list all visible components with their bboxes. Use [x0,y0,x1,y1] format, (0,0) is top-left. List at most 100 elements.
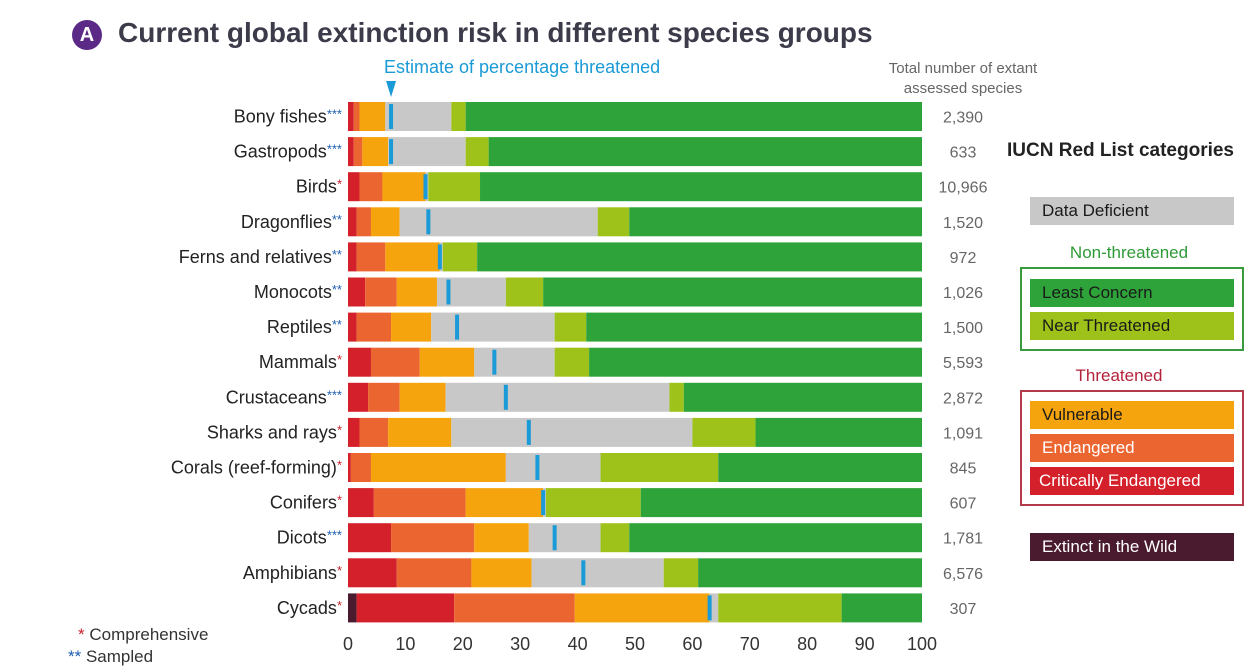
bar-segment-vulnerable [474,523,529,553]
bar-segment-endangered [391,523,475,553]
bar-segment-least-concern [698,558,922,588]
bar-segment-near-threatened [554,347,590,377]
group-name: Crustaceans [226,387,327,407]
bar-segment-near-threatened [451,102,466,131]
x-tick-label: 0 [343,634,353,654]
bar-segment-near-threatened [428,172,481,202]
group-label: Monocots** [254,282,342,302]
group-mark: ** [332,317,342,332]
x-tick-label: 80 [797,634,817,654]
x-tick-label: 90 [855,634,875,654]
group-label: Bony fishes*** [234,107,342,127]
x-tick-label: 30 [510,634,530,654]
total-count: 607 [950,496,977,513]
panel-badge: A [72,20,102,50]
bar-segment-near-threatened [692,417,756,447]
non-threatened-label: Non-threatened [1069,243,1189,262]
bar-segment-near-threatened [505,277,544,307]
group-mark: *** [327,142,342,157]
bar-segment-least-concern [629,207,922,237]
group-name: Conifers [270,493,337,513]
bar-segment-vulnerable [370,453,506,482]
bar-segment-endangered [356,242,386,272]
bar-segment-endangered [353,137,363,167]
total-count: 2,390 [943,110,983,127]
total-count: 972 [950,250,977,267]
bar-segment-least-concern [586,312,922,342]
x-tick-label: 50 [625,634,645,654]
group-mark: * [337,598,342,613]
bar-segment-endangered [454,593,575,623]
bar-segment-vulnerable [359,102,386,131]
bar-segment-data-deficient [445,382,670,412]
estimate-marker [541,490,546,516]
bar-segment-least-concern [477,242,922,272]
group-name: Gastropods [234,142,327,162]
group-name: Dicots [277,528,327,548]
bar-segment-critically-endangered [348,453,351,482]
bar-segment-critically-endangered [348,207,357,237]
group-label: Reptiles** [267,317,342,337]
group-name: Dragonflies [241,212,332,232]
total-count: 307 [950,601,977,618]
bar-segment-critically-endangered [348,102,354,131]
group-mark: ** [332,247,342,262]
bar-segment-vulnerable [370,207,400,237]
group-mark: * [337,563,342,578]
group-label: Crustaceans*** [226,387,342,407]
bar-segment-least-concern [640,488,922,518]
bar-segment-data-deficient [399,207,598,237]
bar-segment-near-threatened [718,593,842,623]
bar-segment-least-concern [480,172,922,202]
bar-segment-least-concern [589,347,922,377]
total-count: 1,500 [943,320,983,337]
total-count: 845 [950,461,977,478]
bar-segment-least-concern [755,417,922,447]
bar-segment-data-deficient [709,593,719,623]
bar-segment-data-deficient [528,523,601,553]
non-threatened-frame [1020,267,1244,351]
footnote-sampled: ** Sampled [68,647,153,667]
bar-segment-least-concern [629,523,922,553]
group-mark: * [337,458,342,473]
bar-segment-critically-endangered [348,137,354,167]
group-name: Bony fishes [234,107,327,127]
bar-segment-near-threatened [465,137,489,167]
legend-critically-endangered: Critically Endangered [1030,467,1234,495]
bar-segment-critically-endangered [348,277,366,307]
estimate-marker [437,244,442,270]
threatened-label: Threatened [1075,366,1163,385]
bar-segment-critically-endangered [348,242,357,272]
estimate-marker [535,455,540,480]
sampled-text: Sampled [85,647,154,666]
estimate-pointer [386,81,397,97]
total-count: 1,781 [943,531,983,548]
bar-segment-near-threatened [546,488,641,518]
group-label: Dragonflies** [241,212,342,232]
bar-segment-vulnerable [471,558,532,588]
chart-title: Current global extinction risk in differ… [118,17,873,48]
group-name: Reptiles [267,317,332,337]
group-mark: *** [327,107,342,122]
bar-segment-critically-endangered [348,172,360,202]
bar-segment-endangered [370,347,420,377]
group-label: Gastropods*** [234,142,342,162]
total-count: 10,966 [939,180,988,197]
bar-segment-vulnerable [362,137,389,167]
bar-segment-critically-endangered [356,593,455,623]
bar-segment-data-deficient [451,417,693,447]
group-name: Corals (reef-forming) [171,458,337,478]
bar-segment-vulnerable [388,417,452,447]
bar-segment-endangered [353,102,360,131]
group-name: Cycads [277,598,337,618]
bar-segment-endangered [350,453,371,482]
estimate-marker [446,279,451,305]
bar-segment-endangered [373,488,466,518]
bar-segment-near-threatened [442,242,478,272]
bar-segment-data-deficient [531,558,664,588]
group-label: Birds* [296,177,342,197]
group-name: Mammals [259,352,337,372]
bar-segment-critically-endangered [348,382,369,412]
estimate-marker [492,349,497,375]
